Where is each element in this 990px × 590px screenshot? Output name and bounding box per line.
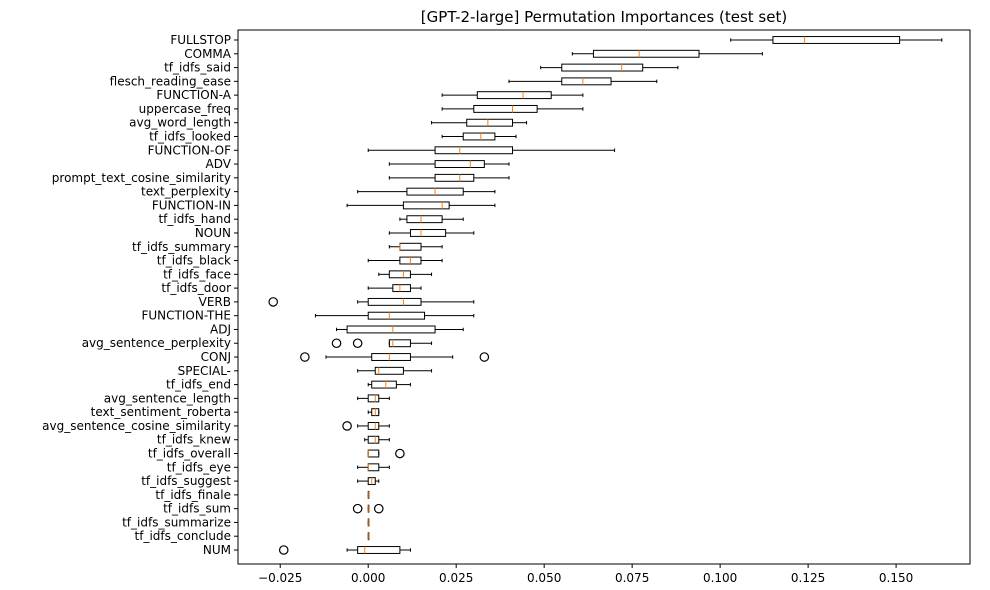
y-tick-label: FUNCTION-OF — [148, 143, 231, 157]
y-tick-label: text_perplexity — [141, 185, 231, 199]
y-tick-label: avg_word_length — [129, 116, 231, 130]
y-tick-label: tf_idfs_conclude — [135, 529, 231, 543]
box-COMMA — [592, 49, 700, 58]
y-tick-label: ADJ — [210, 322, 231, 336]
y-tick-label: avg_sentence_cosine_similarity — [42, 419, 231, 433]
y-tick-label: tf_idfs_knew — [157, 433, 231, 447]
y-tick-label: COMMA — [184, 47, 232, 61]
box-tf_idfs_hand — [406, 215, 443, 224]
y-tick-label: tf_idfs_end — [166, 378, 231, 392]
box-uppercase_freq — [473, 104, 538, 113]
box-tf_idfs_said — [561, 63, 644, 72]
box-avg_sentence_perplexity — [388, 339, 411, 348]
box-CONJ — [371, 353, 411, 361]
y-tick-label: tf_idfs_overall — [148, 447, 231, 461]
x-tick-label: 0.125 — [791, 571, 825, 585]
outlier-point — [278, 545, 289, 555]
y-tick-label: tf_idfs_suggest — [141, 474, 231, 488]
y-tick-label: tf_idfs_summarize — [122, 515, 231, 529]
outlier-point — [300, 352, 310, 362]
y-tick-label: FUNCTION-A — [156, 88, 231, 102]
box-avg_sentence_cosine_similarity — [367, 422, 380, 430]
box-tf_idfs_eye — [367, 463, 380, 472]
box-FULLSTOP — [772, 36, 901, 44]
x-tick-label: 0.075 — [615, 571, 649, 585]
y-tick-label: avg_sentence_perplexity — [82, 336, 231, 350]
y-tick-label: tf_idfs_hand — [158, 212, 231, 226]
box-ADJ — [346, 325, 436, 334]
outlier-point — [395, 448, 405, 459]
y-tick-label: SPECIAL- — [178, 364, 231, 378]
y-tick-label: NUM — [203, 543, 231, 557]
box-FUNCTION-OF — [434, 146, 514, 155]
outlier-point — [479, 352, 490, 362]
axes-frame — [237, 29, 971, 565]
box-tf_idfs_overall — [367, 449, 380, 458]
y-tick-label: CONJ — [201, 350, 231, 364]
outlier-point — [342, 421, 352, 431]
y-tick-label: tf_idfs_face — [163, 267, 231, 281]
box-ADV — [434, 160, 485, 169]
box-avg_word_length — [466, 118, 513, 127]
box-tf_idfs_end — [371, 380, 397, 389]
y-tick-label: tf_idfs_finale — [155, 488, 231, 502]
y-tick-label: NOUN — [195, 226, 231, 240]
outlier-point — [373, 503, 384, 514]
box-FUNCTION-THE — [367, 311, 426, 320]
y-tick-label: ADV — [206, 157, 232, 171]
x-tick-label: 0.000 — [351, 571, 385, 585]
x-tick-label: 0.050 — [527, 571, 561, 585]
y-tick-label: FUNCTION-THE — [142, 309, 232, 323]
chart-title: [GPT-2-large] Permutation Importances (t… — [421, 8, 787, 26]
y-tick-label: prompt_text_cosine_similarity — [52, 171, 231, 185]
y-tick-label: tf_idfs_looked — [149, 129, 231, 143]
outlier-point — [352, 338, 363, 349]
box-FUNCTION-IN — [402, 201, 450, 210]
plot-area: FULLSTOPCOMMAtf_idfs_saidflesch_reading_… — [42, 33, 943, 585]
box-FUNCTION-A — [476, 91, 552, 100]
box-flesch_reading_ease — [561, 77, 612, 86]
y-tick-label: tf_idfs_eye — [167, 460, 231, 474]
y-tick-label: FULLSTOP — [170, 33, 231, 47]
box-avg_sentence_length — [367, 394, 380, 403]
box-NOUN — [409, 229, 447, 237]
box-prompt_text_cosine_similarity — [434, 173, 475, 182]
y-tick-label: VERB — [199, 295, 231, 309]
x-tick-label: 0.025 — [439, 571, 473, 585]
box-SPECIAL- — [374, 366, 404, 375]
box-tf_idfs_summary — [399, 242, 422, 251]
y-tick-label: flesch_reading_ease — [110, 74, 231, 88]
y-tick-label: tf_idfs_said — [164, 61, 231, 75]
outlier-point — [268, 297, 278, 307]
y-tick-label: tf_idfs_sum — [163, 502, 231, 516]
box-tf_idfs_face — [388, 270, 411, 279]
box-tf_idfs_knew — [367, 435, 380, 444]
y-tick-label: FUNCTION-IN — [152, 198, 231, 212]
y-tick-label: tf_idfs_door — [161, 281, 231, 295]
box-tf_idfs_door — [392, 284, 411, 293]
y-tick-label: text_sentiment_roberta — [91, 405, 231, 419]
box-tf_idfs_looked — [462, 132, 496, 141]
outlier-point — [331, 338, 342, 349]
box-NUM — [357, 546, 401, 554]
box-VERB — [367, 297, 422, 306]
x-tick-label: −0.025 — [258, 571, 302, 585]
outlier-point — [352, 503, 363, 514]
x-tick-label: 0.100 — [703, 571, 737, 585]
y-tick-label: avg_sentence_length — [104, 391, 231, 405]
x-tick-label: 0.150 — [879, 571, 913, 585]
y-tick-label: tf_idfs_black — [157, 254, 231, 268]
y-tick-label: tf_idfs_summary — [132, 240, 231, 254]
y-tick-label: uppercase_freq — [139, 102, 231, 116]
